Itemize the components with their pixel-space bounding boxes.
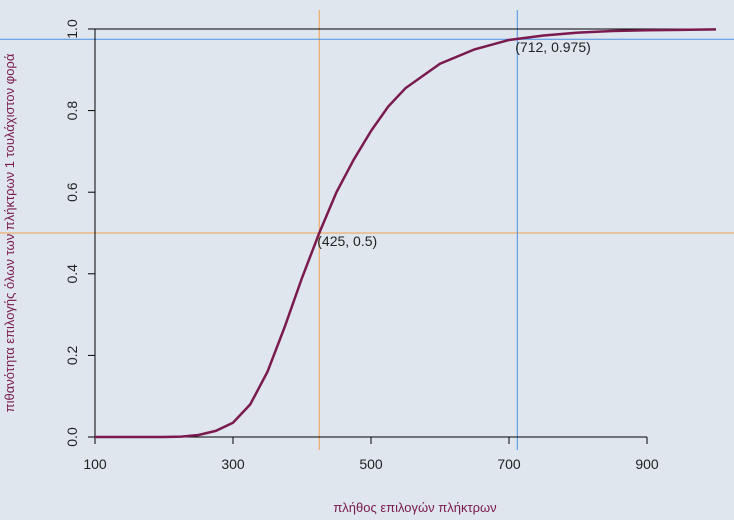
x-tick-label: 700 <box>497 456 521 472</box>
x-tick-label: 300 <box>221 456 245 472</box>
x-axis-label: πλήθος επιλογών πλήκτρων <box>333 500 496 515</box>
y-tick-label: 0.0 <box>64 427 80 447</box>
chart: πλήθος επιλογών πλήκτρων πιθανότητα επιλ… <box>0 0 734 520</box>
y-tick-label: 1.0 <box>64 19 80 39</box>
page: {"chart_data": {"type": "line", "x_label… <box>0 0 734 520</box>
reference-label: (712, 0.975) <box>515 39 591 55</box>
y-tick-label: 0.2 <box>64 345 80 365</box>
y-tick-label: 0.4 <box>64 264 80 284</box>
x-tick-label: 100 <box>83 456 107 472</box>
x-tick-label: 500 <box>359 456 383 472</box>
y-tick-label: 0.6 <box>64 182 80 202</box>
x-tick-label: 900 <box>635 456 659 472</box>
y-tick-label: 0.8 <box>64 101 80 121</box>
reference-label: (425, 0.5) <box>317 233 377 249</box>
